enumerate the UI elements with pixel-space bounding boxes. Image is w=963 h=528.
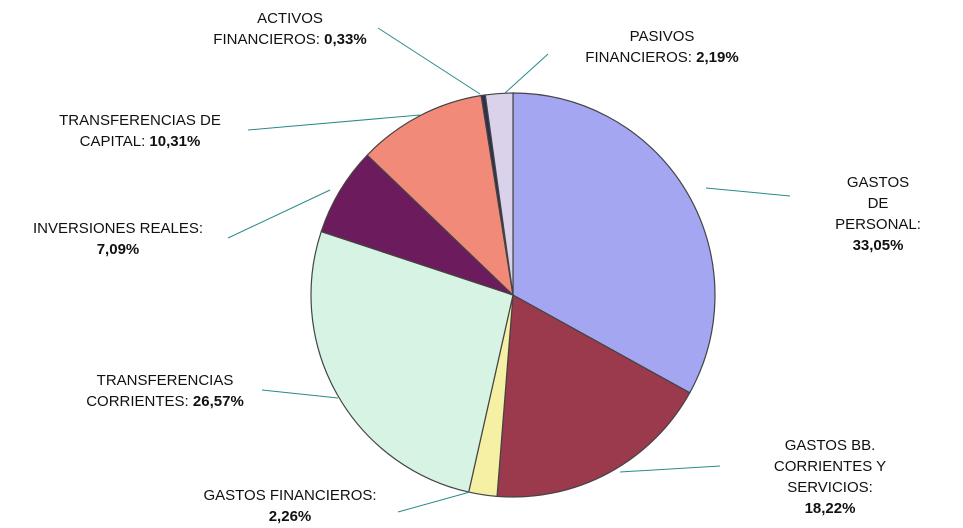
leader-line [705,187,791,197]
category-label: TRANSFERENCIAS CORRIENTES: [86,372,234,410]
value-label: 2,19% [696,49,739,66]
category-label: INVERSIONES REALES: [32,220,204,237]
slice-label: ACTIVOS FINANCIEROS: 0,33% [213,8,366,50]
category-label: GASTOS FINANCIEROS: [203,487,377,504]
category-label: GASTOS DE PERSONAL: [835,174,921,233]
leader-line [397,491,471,513]
slice-label: PASIVOS FINANCIEROS: 2,19% [585,26,738,68]
leader-line [377,27,481,95]
slice-label: GASTOS BB. CORRIENTES Y SERVICIOS: 18,22… [764,435,897,519]
slice-label: GASTOS DE PERSONAL: 33,05% [835,172,921,256]
slice-label: INVERSIONES REALES: 7,09% [33,218,203,260]
slice-label: TRANSFERENCIAS DE CAPITAL: 10,31% [59,110,221,152]
pie-slice [496,294,691,498]
leader-line [227,189,331,239]
value-label: 33,05% [852,237,904,254]
category-label: PASIVOS FINANCIEROS: [585,28,695,66]
leader-line [261,389,339,399]
pie-slice [310,230,514,493]
value-label: 18,22% [804,500,856,517]
category-label: ACTIVOS FINANCIEROS: [213,10,323,48]
slice-label: TRANSFERENCIAS CORRIENTES: 26,57% [86,370,244,412]
category-label: GASTOS BB. CORRIENTES Y SERVICIOS: [773,437,887,496]
value-label: 7,09% [96,241,140,258]
leader-line [619,465,721,473]
pie-slice [366,94,514,297]
pie-slice [512,92,716,394]
leader-line [504,53,549,94]
category-label: TRANSFERENCIAS DE CAPITAL: [59,112,221,150]
leader-line [247,114,421,131]
value-label: 26,57% [192,393,244,410]
value-label: 2,26% [268,508,312,525]
leader-lines [227,27,791,513]
pie-slice [484,92,514,296]
value-label: 10,31% [149,133,201,150]
slice-label: GASTOS FINANCIEROS: 2,26% [203,485,376,527]
value-label: 0,33% [324,31,367,48]
